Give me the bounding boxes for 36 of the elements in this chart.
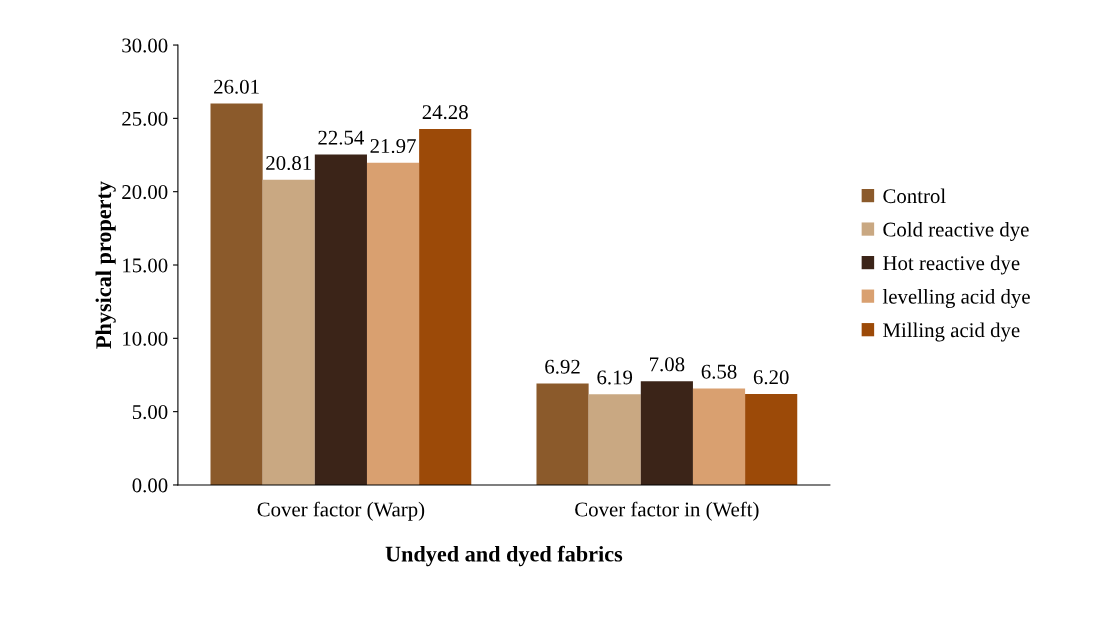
- bar: [536, 383, 589, 485]
- legend-label: Hot reactive dye: [883, 255, 1020, 275]
- y-tick-label: 10.00: [123, 331, 168, 346]
- legend-label: Milling acid dye: [883, 322, 1020, 342]
- x-tick-label: Cover factor in (Weft): [575, 501, 759, 521]
- data-label: 6.19: [597, 370, 633, 385]
- data-label: 7.08: [650, 357, 685, 372]
- x-axis-title: Undyed and dyed fabrics: [385, 545, 623, 567]
- bar: [366, 162, 420, 485]
- y-tick-label: 30.00: [122, 38, 168, 53]
- data-label: 24.28: [422, 105, 468, 120]
- x-tick-label: Cover factor (Warp): [257, 501, 425, 521]
- bar: [745, 394, 798, 485]
- data-label: 6.20: [753, 370, 789, 385]
- bar: [262, 179, 315, 485]
- bar: [210, 103, 263, 485]
- bar: [692, 388, 746, 485]
- data-label: 22.54: [318, 130, 364, 145]
- y-axis-title: Physical property: [95, 181, 116, 349]
- y-tick-label: 25.00: [122, 111, 168, 126]
- bar: [419, 128, 472, 485]
- bar: [640, 381, 693, 485]
- legend-label: Cold reactive dye: [883, 221, 1029, 241]
- bar: [588, 394, 641, 485]
- data-label: 6.58: [701, 364, 737, 379]
- y-tick-label: 5.00: [132, 405, 168, 420]
- data-label: 26.01: [214, 79, 259, 94]
- legend-label: Control: [883, 188, 946, 204]
- data-label: 6.92: [545, 359, 580, 374]
- y-tick-label: 20.00: [122, 185, 168, 200]
- y-tick-label: 0.00: [132, 478, 168, 493]
- legend-label: levelling acid dye: [882, 289, 1030, 308]
- bar: [314, 154, 367, 485]
- data-label: 20.81: [266, 155, 311, 171]
- data-label: 21.97: [370, 139, 416, 154]
- y-tick-label: 15.00: [123, 258, 168, 273]
